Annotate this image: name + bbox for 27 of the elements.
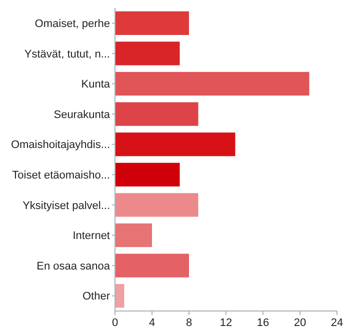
y-tick-label: Other <box>82 290 110 303</box>
y-tick-label: Yksityiset palvel... <box>22 200 110 212</box>
bar <box>115 284 124 308</box>
bar <box>115 193 198 217</box>
y-tick-label: Omaishoitajayhdis... <box>10 139 110 152</box>
x-tick-label: 12 <box>220 317 232 329</box>
bar <box>115 132 236 156</box>
y-tick-label: Internet <box>72 230 110 242</box>
y-tick-label: Ystävät, tutut, n... <box>24 48 110 60</box>
x-tick-label: 20 <box>294 317 306 329</box>
y-tick-label: Omaiset, perhe <box>34 18 110 30</box>
x-tick-label: 0 <box>112 317 118 329</box>
y-tick-label: Kunta <box>81 78 111 91</box>
bar <box>115 254 189 278</box>
x-tick-label: 8 <box>186 317 192 329</box>
bar <box>115 223 152 248</box>
x-tick-label: 16 <box>256 317 270 329</box>
bar <box>115 42 180 66</box>
bar <box>115 102 198 126</box>
y-tick-label: En osaa sanoa <box>36 260 111 272</box>
x-tick-label: 4 <box>148 317 156 329</box>
y-tick-label: Toiset etäomaisho... <box>12 170 110 182</box>
bar <box>115 11 189 35</box>
bar <box>115 72 310 96</box>
x-tick-label: 24 <box>330 317 344 329</box>
bar <box>115 162 180 186</box>
y-tick-label: Seurakunta <box>54 108 111 121</box>
